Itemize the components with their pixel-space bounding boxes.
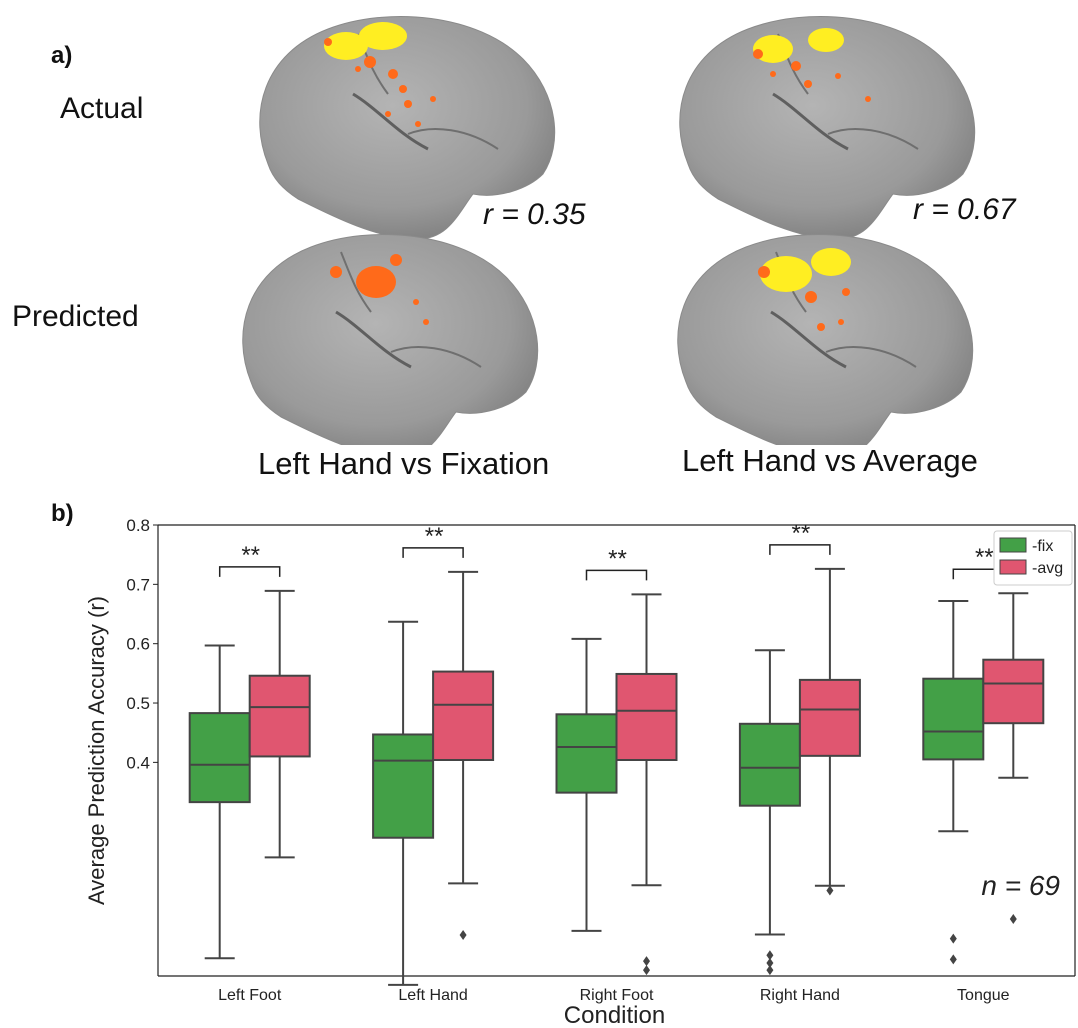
outlier-point xyxy=(459,930,467,941)
box-fix xyxy=(555,713,618,794)
y-tick-label: 0.5 xyxy=(126,694,150,713)
outlier-point xyxy=(766,957,774,968)
outlier-point xyxy=(1009,914,1017,925)
box-avg xyxy=(798,678,861,757)
significance-bracket xyxy=(585,569,648,581)
box-fix xyxy=(188,712,251,804)
box-avg xyxy=(615,672,678,761)
outlier-point xyxy=(949,933,957,944)
box-avg xyxy=(248,674,311,758)
sample-size-annotation: n = 69 xyxy=(981,870,1060,901)
x-tick-label: Tongue xyxy=(957,987,1010,1004)
brain-predicted-fixation xyxy=(242,234,539,445)
brain-predicted-average xyxy=(677,234,974,445)
caption-right: Left Hand vs Average xyxy=(682,443,978,478)
brain-actual-average xyxy=(679,16,976,240)
legend-label: -fix xyxy=(1032,538,1053,555)
x-tick-label: Left Foot xyxy=(218,987,282,1004)
significance-bracket xyxy=(769,544,831,555)
brain-actual-fixation xyxy=(259,16,556,240)
correlation-right: r = 0.67 xyxy=(913,193,1016,226)
x-tick-label: Right Hand xyxy=(760,987,840,1004)
brain-renderings xyxy=(242,16,976,445)
box-fix xyxy=(372,733,435,839)
significance-label: ** xyxy=(424,523,443,550)
legend-label: -avg xyxy=(1032,560,1063,577)
box-avg xyxy=(982,658,1045,725)
significance-bracket xyxy=(402,547,464,558)
y-tick-label: 0.7 xyxy=(126,575,150,594)
y-axis-label: Average Prediction Accuracy (r) xyxy=(84,596,109,905)
outlier-point xyxy=(826,885,834,896)
legend-swatch xyxy=(999,537,1027,553)
x-tick-label: Left Hand xyxy=(398,987,467,1004)
outlier-point xyxy=(643,965,650,976)
panel-b-label: b) xyxy=(51,500,74,527)
box-fix xyxy=(922,677,985,761)
significance-label: ** xyxy=(240,542,259,569)
legend-swatch xyxy=(999,559,1027,575)
y-tick-label: 0.6 xyxy=(126,635,150,654)
box-fix xyxy=(738,722,801,807)
outlier-point xyxy=(949,954,957,965)
correlation-left: r = 0.35 xyxy=(483,198,586,231)
row-label-actual: Actual xyxy=(60,92,144,125)
significance-label: ** xyxy=(607,545,626,572)
x-axis-label: Condition xyxy=(564,1002,665,1028)
panel-a-label: a) xyxy=(51,42,73,69)
significance-bracket xyxy=(218,566,281,577)
significance-label: ** xyxy=(974,544,993,571)
outlier-point xyxy=(766,965,774,976)
significance-label: ** xyxy=(791,520,810,547)
box-avg xyxy=(432,670,495,761)
y-tick-label: 0.4 xyxy=(126,753,150,772)
y-tick-label: 0.8 xyxy=(126,516,150,535)
outlier-point xyxy=(766,950,774,961)
x-tick-label: Right Foot xyxy=(580,987,654,1004)
outlier-point xyxy=(643,956,650,967)
row-label-predicted: Predicted xyxy=(12,300,139,333)
caption-left: Left Hand vs Fixation xyxy=(258,446,550,481)
